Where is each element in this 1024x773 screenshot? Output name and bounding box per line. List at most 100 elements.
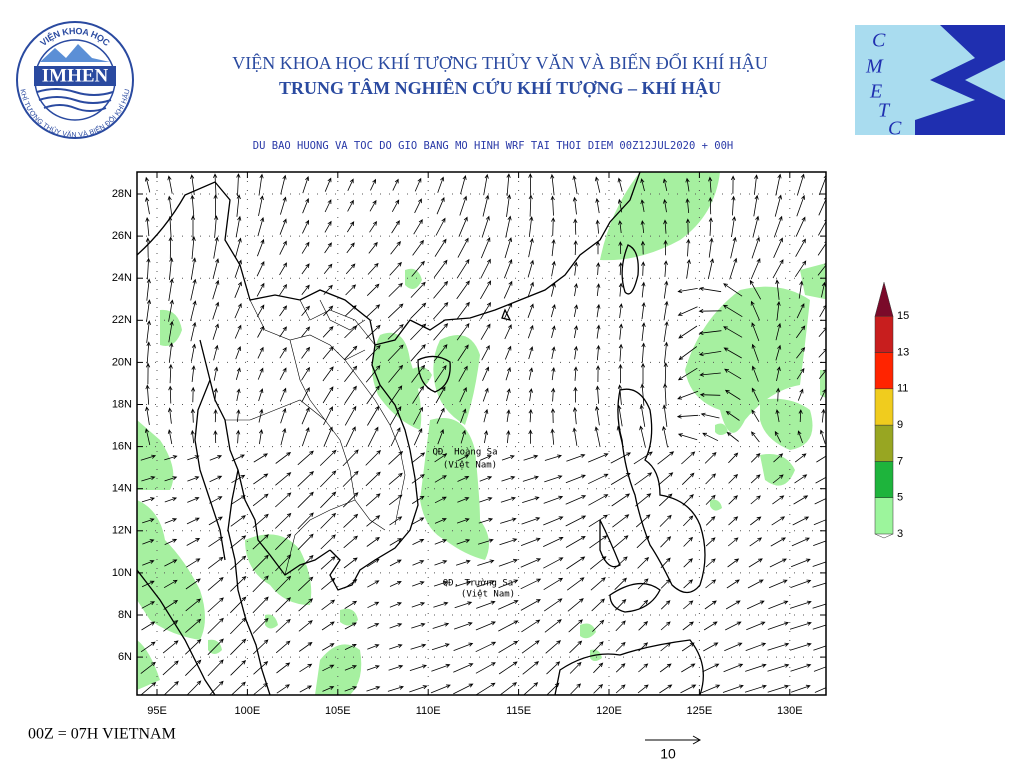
- wind-vector: [501, 455, 515, 461]
- wind-vector: [213, 344, 219, 361]
- wind-vector: [437, 176, 445, 193]
- wind-vector: [477, 538, 494, 545]
- wind-vector: [618, 220, 623, 234]
- wind-vector: [344, 600, 358, 609]
- wind-vector: [768, 600, 789, 610]
- wind-vector: [389, 261, 402, 276]
- wind-vector: [506, 194, 512, 217]
- wind-vector: [657, 451, 675, 465]
- wind-vector: [344, 405, 357, 426]
- wind-vector: [728, 516, 739, 526]
- wind-vector: [750, 516, 762, 526]
- wind-vector: [234, 259, 242, 278]
- wind-vector: [565, 536, 586, 548]
- wind-vector: [207, 617, 224, 634]
- wind-vector: [453, 642, 474, 651]
- wind-vector: [659, 663, 672, 673]
- wind-vector: [572, 406, 578, 425]
- wind-vector: [663, 321, 669, 343]
- annotation-name: QĐ. Hoàng Sa: [432, 448, 497, 458]
- wind-vector: [664, 341, 669, 364]
- wind-vector: [411, 260, 425, 277]
- wind-vector: [746, 600, 765, 610]
- wind-vector: [279, 367, 287, 380]
- wind-vector: [276, 684, 290, 694]
- wind-vector: [190, 257, 197, 280]
- wind-vector: [258, 388, 264, 402]
- wind-vector: [544, 619, 562, 633]
- wind-vector: [551, 367, 556, 381]
- wind-vector: [686, 259, 691, 279]
- wind-vector: [365, 344, 381, 361]
- wind-vector: [145, 196, 150, 215]
- wind-vector: [708, 237, 714, 258]
- wind-vector: [365, 324, 381, 339]
- wind-vector: [796, 173, 805, 196]
- wind-vector: [728, 473, 739, 484]
- wind-vector: [504, 345, 512, 360]
- wind-vector: [700, 412, 720, 419]
- wind-vector: [793, 495, 809, 505]
- wind-vector: [685, 177, 690, 192]
- wind-vector: [387, 303, 404, 319]
- wind-vector: [411, 452, 426, 464]
- wind-vector: [814, 498, 826, 505]
- wind-vector: [168, 363, 173, 384]
- wind-vector: [142, 518, 155, 524]
- wind-vector: [663, 300, 669, 321]
- wind-vector: [345, 426, 356, 448]
- wind-vector: [618, 323, 624, 340]
- wind-vector: [213, 387, 218, 402]
- wind-vector: [482, 387, 489, 402]
- wind-vector: [638, 621, 649, 631]
- wind-vector: [275, 451, 292, 464]
- wind-vector: [662, 178, 668, 191]
- wind-vector: [794, 453, 807, 463]
- wind-vector: [301, 263, 310, 275]
- wind-vector: [256, 282, 265, 297]
- wind-vector: [776, 387, 781, 402]
- wind-vector: [322, 386, 334, 404]
- wind-vector: [256, 260, 265, 277]
- wind-vector: [527, 303, 534, 318]
- wind-vector: [187, 455, 200, 461]
- wind-vector: [324, 242, 332, 254]
- wind-vector: [252, 513, 269, 528]
- wind-vector: [503, 280, 513, 299]
- wind-vector: [730, 236, 737, 259]
- wind-vector: [551, 346, 556, 359]
- lon-label: 115E: [506, 705, 531, 717]
- wind-vector: [212, 279, 220, 300]
- map-annotations: QĐ. Hoàng Sa (Việt Nam) QĐ. Trường Sa (V…: [432, 448, 515, 600]
- wind-vector: [235, 215, 242, 238]
- wind-vector: [235, 367, 241, 381]
- wind-vector: [230, 596, 247, 614]
- wind-vector: [677, 288, 698, 294]
- wind-vector: [409, 664, 427, 671]
- wind-vector: [790, 684, 811, 693]
- wind-vector: [595, 197, 600, 214]
- wind-vector: [573, 325, 579, 339]
- wind-vector: [750, 300, 760, 321]
- legend-box: [874, 388, 894, 426]
- wind-vector: [321, 577, 336, 590]
- wind-vector: [796, 303, 805, 319]
- wind-vector: [775, 173, 782, 196]
- wind-vector: [230, 515, 246, 527]
- wind-vector: [699, 372, 721, 377]
- wind-vector: [141, 476, 156, 482]
- wind-vector: [681, 642, 695, 652]
- wind-vector: [344, 579, 358, 589]
- wind-vector: [279, 347, 287, 359]
- wind-vector: [637, 556, 650, 569]
- lon-label: 105E: [325, 705, 351, 717]
- wind-vector: [522, 661, 540, 675]
- wind-vector: [751, 236, 760, 259]
- wind-vector: [591, 598, 605, 612]
- wind-vector: [344, 644, 357, 650]
- wind-vector: [680, 684, 697, 694]
- wind-vector: [615, 641, 626, 652]
- wind-vector: [209, 680, 224, 695]
- wind-vector: [146, 320, 151, 343]
- wind-vector: [279, 387, 287, 402]
